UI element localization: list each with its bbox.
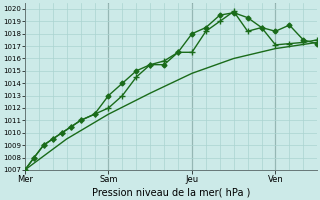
X-axis label: Pression niveau de la mer( hPa ): Pression niveau de la mer( hPa ): [92, 187, 250, 197]
